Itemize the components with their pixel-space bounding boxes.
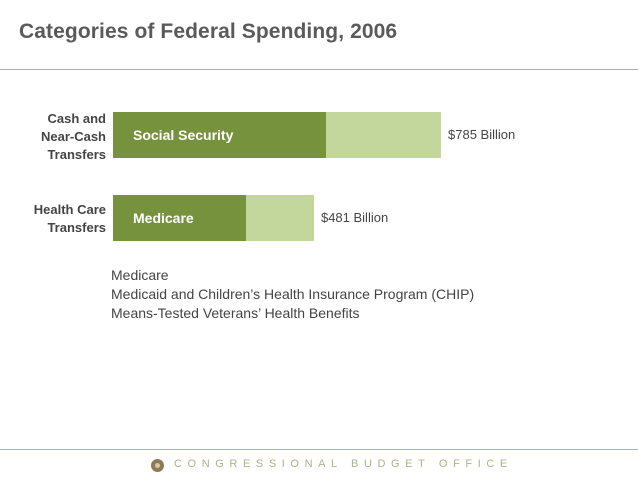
category-label-line: Cash and — [47, 111, 106, 126]
bar-segment-medicare — [113, 195, 246, 241]
list-item: Medicare — [111, 267, 169, 283]
bar-value-cash-transfers: $785 Billion — [448, 127, 516, 142]
bar-segment-social-security — [113, 112, 327, 158]
category-label-cash-transfers: Cash and Near-Cash Transfers — [41, 110, 106, 164]
category-label-line: Transfers — [47, 147, 106, 162]
list-item: Means-Tested Veterans’ Health Benefits — [111, 305, 360, 321]
page-title: Categories of Federal Spending, 2006 — [19, 20, 398, 43]
category-label-line: Transfers — [47, 220, 106, 235]
bar-value-health-care: $481 Billion — [320, 210, 389, 225]
footer-divider — [0, 449, 638, 450]
footer-org-name: CONGRESSIONAL BUDGET OFFICE — [174, 458, 513, 470]
footer: CONGRESSIONAL BUDGET OFFICE — [0, 457, 638, 477]
cbo-seal-icon — [151, 459, 164, 472]
category-label-line: Near-Cash — [40, 129, 106, 144]
health-care-components-list: Medicare Medicaid and Children’s Health … — [111, 266, 474, 323]
bar-label-medicare: Medicare — [133, 210, 194, 226]
category-label-line: Health Care — [33, 202, 106, 217]
category-label-health-care: Health Care Transfers — [34, 201, 106, 237]
header-divider — [0, 69, 638, 70]
bar-label-social-security: Social Security — [133, 127, 234, 143]
list-item: Medicaid and Children’s Health Insurance… — [111, 286, 475, 302]
